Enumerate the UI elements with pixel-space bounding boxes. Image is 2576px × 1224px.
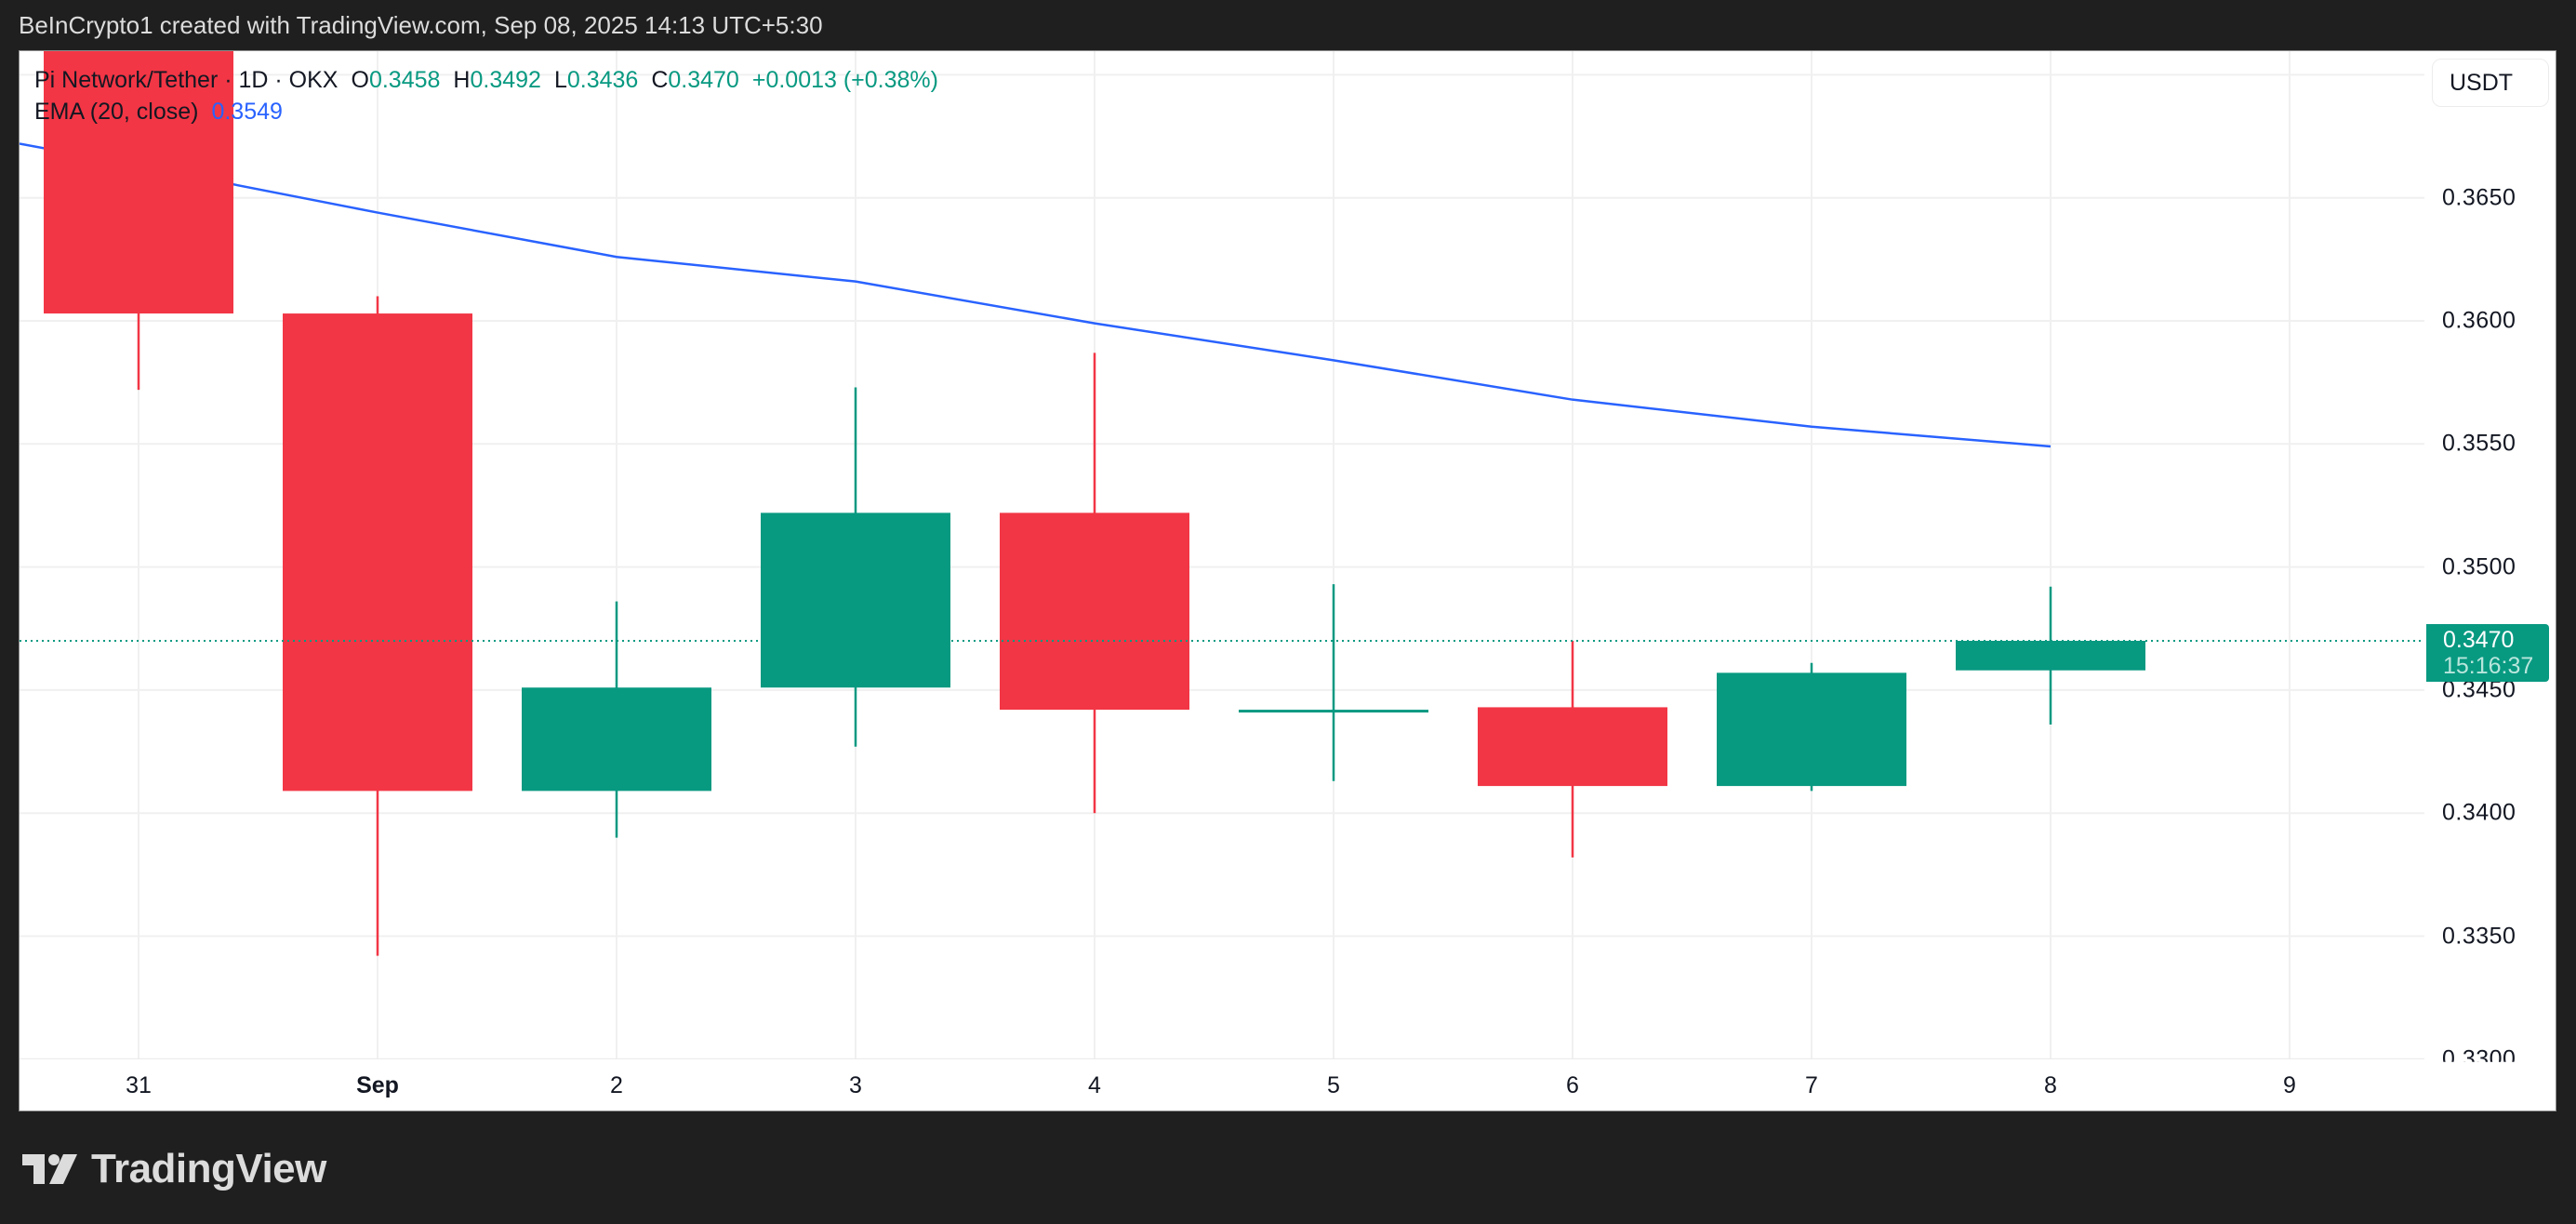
time-axis-label: 7 <box>1805 1072 1818 1098</box>
change-value: +0.0013 (+0.38%) <box>751 67 938 93</box>
time-axis-label: 4 <box>1088 1072 1101 1098</box>
price-axis-label: 0.3650 <box>2442 184 2516 211</box>
high-value: 0.3492 <box>470 67 541 93</box>
last-price-tag: 0.3470 15:16:37 <box>2426 624 2549 682</box>
tradingview-logo-text: TradingView <box>91 1146 326 1191</box>
time-axis-label: 2 <box>610 1072 623 1098</box>
tradingview-logo[interactable]: TradingView <box>22 1146 326 1192</box>
price-axis-label: 0.3300 <box>2442 1045 2516 1072</box>
ema-label[interactable]: EMA (20, close) <box>34 99 199 125</box>
bar-countdown: 15:16:37 <box>2443 653 2534 679</box>
chart-caption: BeInCrypto1 created with TradingView.com… <box>19 11 823 39</box>
open-label: O <box>351 67 369 93</box>
time-axis-label: 6 <box>1566 1072 1579 1098</box>
low-value: 0.3436 <box>566 67 639 93</box>
time-axis-label: 31 <box>126 1072 152 1098</box>
price-axis-label: 0.3350 <box>2442 923 2516 949</box>
low-label: L <box>553 67 567 93</box>
legend-ema-row: EMA (20, close) 0.3549 <box>34 96 938 127</box>
open-value: 0.3458 <box>368 67 441 93</box>
legend-ohlc-row: Pi Network/Tether · 1D · OKX O0.3458 H0.34… <box>34 64 938 96</box>
time-axis-label: 9 <box>2283 1072 2296 1098</box>
ema-line <box>20 142 2052 448</box>
time-axis-label: 3 <box>849 1072 862 1098</box>
price-axis-label: 0.3600 <box>2442 307 2516 334</box>
last-price-value: 0.3470 <box>2443 627 2515 653</box>
time-axis-label: 5 <box>1327 1072 1340 1098</box>
close-value: 0.3470 <box>668 67 739 93</box>
symbol-title[interactable]: Pi Network/Tether · 1D · OKX <box>34 67 339 93</box>
price-axis-label: 0.3550 <box>2442 430 2516 457</box>
close-label: C <box>651 67 669 93</box>
ema-value: 0.3549 <box>211 99 283 125</box>
candlestick-chart[interactable] <box>20 51 2556 1111</box>
candles <box>44 51 2145 956</box>
tradingview-logo-icon <box>22 1154 77 1184</box>
price-axis-label: 0.3400 <box>2442 799 2516 826</box>
time-axis-label: 8 <box>2044 1072 2057 1098</box>
chart-panel[interactable]: Pi Network/Tether · 1D · OKX O0.3458 H0.34… <box>19 50 2556 1111</box>
currency-button[interactable]: USDT <box>2432 59 2549 107</box>
price-axis-label: 0.3500 <box>2442 553 2516 580</box>
high-label: H <box>453 67 471 93</box>
time-axis-label: Sep <box>356 1072 399 1098</box>
chart-legend: Pi Network/Tether · 1D · OKX O0.3458 H0.34… <box>34 64 938 127</box>
